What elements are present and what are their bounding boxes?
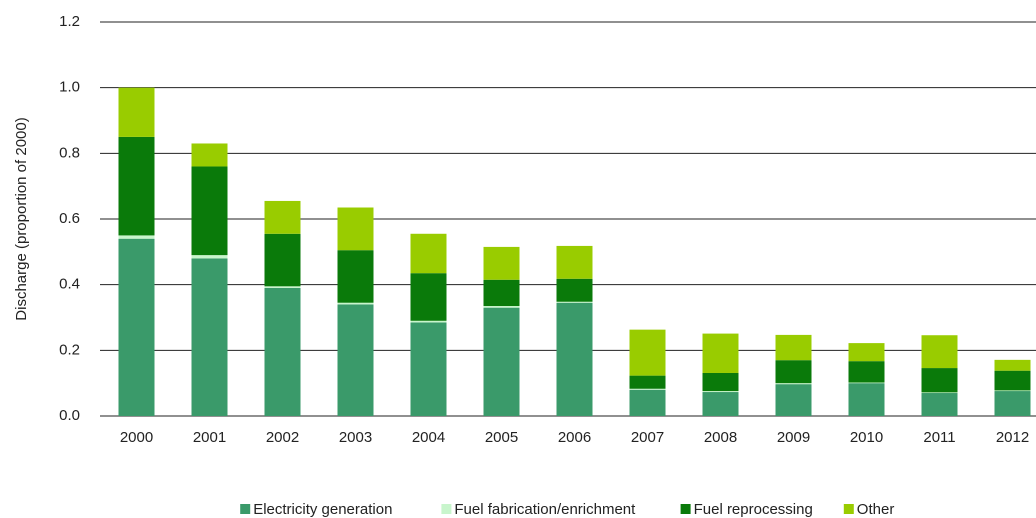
y-tick-label: 0.2 — [59, 341, 80, 358]
bar-segment — [775, 334, 812, 361]
bar-segment — [775, 384, 812, 416]
legend-label: Fuel fabrication/enrichment — [454, 501, 636, 518]
legend-swatch — [843, 504, 854, 514]
bar-segment — [118, 235, 155, 239]
x-tick-label: 2004 — [412, 429, 445, 446]
y-tick-label: 0.4 — [59, 276, 80, 293]
bar-segment — [775, 360, 812, 384]
bar-segment — [629, 388, 666, 390]
y-tick-label: 0.0 — [59, 407, 80, 424]
bar-segment — [994, 359, 1031, 371]
x-tick-label: 2008 — [704, 429, 737, 446]
x-tick-label: 2009 — [777, 429, 810, 446]
bar-segment — [702, 333, 739, 373]
bar-segment — [337, 207, 374, 251]
legend-swatch — [441, 504, 452, 514]
bar-segment — [994, 391, 1031, 416]
x-tick-label: 2007 — [631, 429, 664, 446]
bar-segment — [921, 335, 958, 369]
bar-segment — [483, 306, 520, 308]
bar-segment — [629, 389, 666, 416]
x-tick-label: 2012 — [996, 429, 1029, 446]
bar-segment — [483, 279, 520, 307]
bar-segment — [921, 392, 958, 394]
bar-segment — [556, 278, 593, 302]
y-tick-label: 0.6 — [59, 210, 80, 227]
bar-segment — [118, 136, 155, 236]
y-tick-label: 1.0 — [59, 79, 80, 96]
bar-segment — [410, 233, 447, 274]
bar-segment — [921, 393, 958, 416]
x-tick-label: 2006 — [558, 429, 591, 446]
bar-segment — [337, 250, 374, 303]
x-tick-label: 2002 — [266, 429, 299, 446]
bar-segment — [264, 200, 301, 234]
bar-segment — [629, 329, 666, 376]
bar-segment — [410, 322, 447, 416]
bar-segment — [629, 375, 666, 389]
bar-segment — [556, 301, 593, 303]
x-tick-label: 2001 — [193, 429, 226, 446]
bar-segment — [556, 245, 593, 279]
bar-segment — [118, 238, 155, 416]
bar-segment — [702, 392, 739, 416]
x-tick-label: 2010 — [850, 429, 883, 446]
bar-segment — [994, 390, 1031, 392]
bar-segment — [921, 368, 958, 393]
bar-segment — [337, 304, 374, 416]
bar-segment — [410, 320, 447, 323]
bar-segment — [994, 370, 1031, 391]
bar-segment — [337, 302, 374, 305]
bar-segment — [848, 343, 885, 362]
bar-segment — [702, 391, 739, 393]
y-axis-label: Discharge (proportion of 2000) — [13, 117, 30, 320]
bar-segment — [483, 307, 520, 416]
x-tick-label: 2000 — [120, 429, 153, 446]
bar-segment — [702, 372, 739, 392]
bar-segment — [410, 273, 447, 321]
y-tick-label: 1.2 — [59, 13, 80, 30]
legend-label: Electricity generation — [253, 501, 392, 518]
x-tick-label: 2005 — [485, 429, 518, 446]
bar-segment — [556, 302, 593, 416]
legend-label: Other — [857, 501, 895, 518]
bar-segment — [775, 383, 812, 385]
bar-segment — [264, 287, 301, 416]
bar-segment — [191, 166, 228, 256]
bar-segment — [118, 87, 155, 137]
bar-segment — [483, 246, 520, 280]
legend-swatch — [240, 504, 251, 514]
legend-label: Fuel reprocessing — [694, 501, 813, 518]
bar-segment — [848, 382, 885, 384]
bar-segment — [191, 258, 228, 416]
legend-swatch — [680, 504, 691, 514]
bar-segment — [191, 255, 228, 259]
x-tick-label: 2011 — [923, 429, 955, 446]
bar-segment — [264, 286, 301, 288]
bar-segment — [848, 383, 885, 416]
bar-segment — [264, 233, 301, 287]
y-tick-label: 0.8 — [59, 144, 80, 161]
x-tick-label: 2003 — [339, 429, 372, 446]
bar-segment — [848, 361, 885, 383]
bar-segment — [191, 143, 228, 167]
